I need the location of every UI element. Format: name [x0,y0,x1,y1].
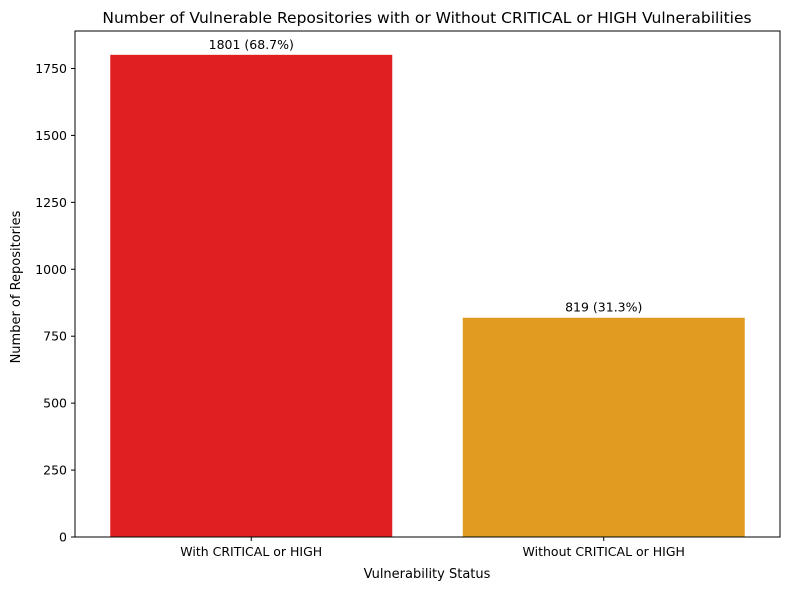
bar-value-label: 819 (31.3%) [565,300,642,315]
bar [110,54,393,537]
y-tick-label: 750 [43,329,67,344]
plot-area: 1801 (68.7%) With CRITICAL or HIGH 819 (31… [35,30,781,559]
x-tick-label: Without CRITICAL or HIGH [523,544,685,559]
y-axis-title: Number of Repositories [9,210,24,363]
plot-frame [74,30,781,538]
y-tick-label: 500 [43,396,67,411]
y-tick-label: 250 [43,463,67,478]
y-tick-label: 1000 [35,262,67,277]
x-axis-title: Vulnerability Status [364,567,491,582]
x-tick-label: With CRITICAL or HIGH [180,544,322,559]
bar-value-label: 1801 (68.7%) [209,37,294,52]
y-tick-label: 0 [59,530,67,545]
y-tick-label: 1500 [35,128,67,143]
y-tick-label: 1250 [35,195,67,210]
chart-title: Number of Vulnerable Repositories with o… [102,9,751,27]
y-tick-label: 1750 [35,61,67,76]
bar [462,317,745,537]
